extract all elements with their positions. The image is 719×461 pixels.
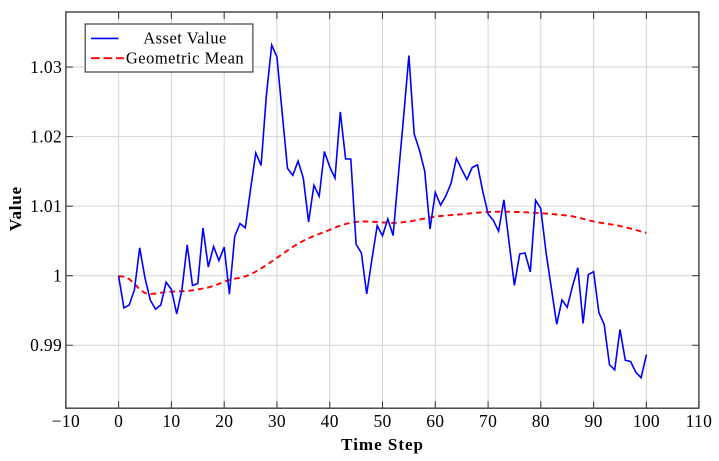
svg-text:10: 10 xyxy=(162,411,180,431)
svg-text:50: 50 xyxy=(373,411,391,431)
svg-text:100: 100 xyxy=(633,411,660,431)
svg-text:40: 40 xyxy=(321,411,339,431)
svg-text:1.02: 1.02 xyxy=(30,126,62,146)
svg-text:Time Step: Time Step xyxy=(341,435,424,454)
svg-text:90: 90 xyxy=(585,411,603,431)
svg-text:Value: Value xyxy=(6,186,25,231)
svg-text:60: 60 xyxy=(426,411,444,431)
svg-text:1.01: 1.01 xyxy=(30,196,62,216)
svg-text:20: 20 xyxy=(215,411,233,431)
svg-text:110: 110 xyxy=(686,411,713,431)
svg-text:−10: −10 xyxy=(52,411,80,431)
svg-text:1.03: 1.03 xyxy=(30,57,62,77)
svg-text:1: 1 xyxy=(53,266,62,286)
svg-text:70: 70 xyxy=(479,411,497,431)
svg-text:0.99: 0.99 xyxy=(30,335,62,355)
svg-text:30: 30 xyxy=(268,411,286,431)
svg-text:Geometric Mean: Geometric Mean xyxy=(126,48,244,67)
svg-text:0: 0 xyxy=(114,411,123,431)
svg-text:80: 80 xyxy=(532,411,550,431)
svg-text:Asset Value: Asset Value xyxy=(143,29,227,48)
